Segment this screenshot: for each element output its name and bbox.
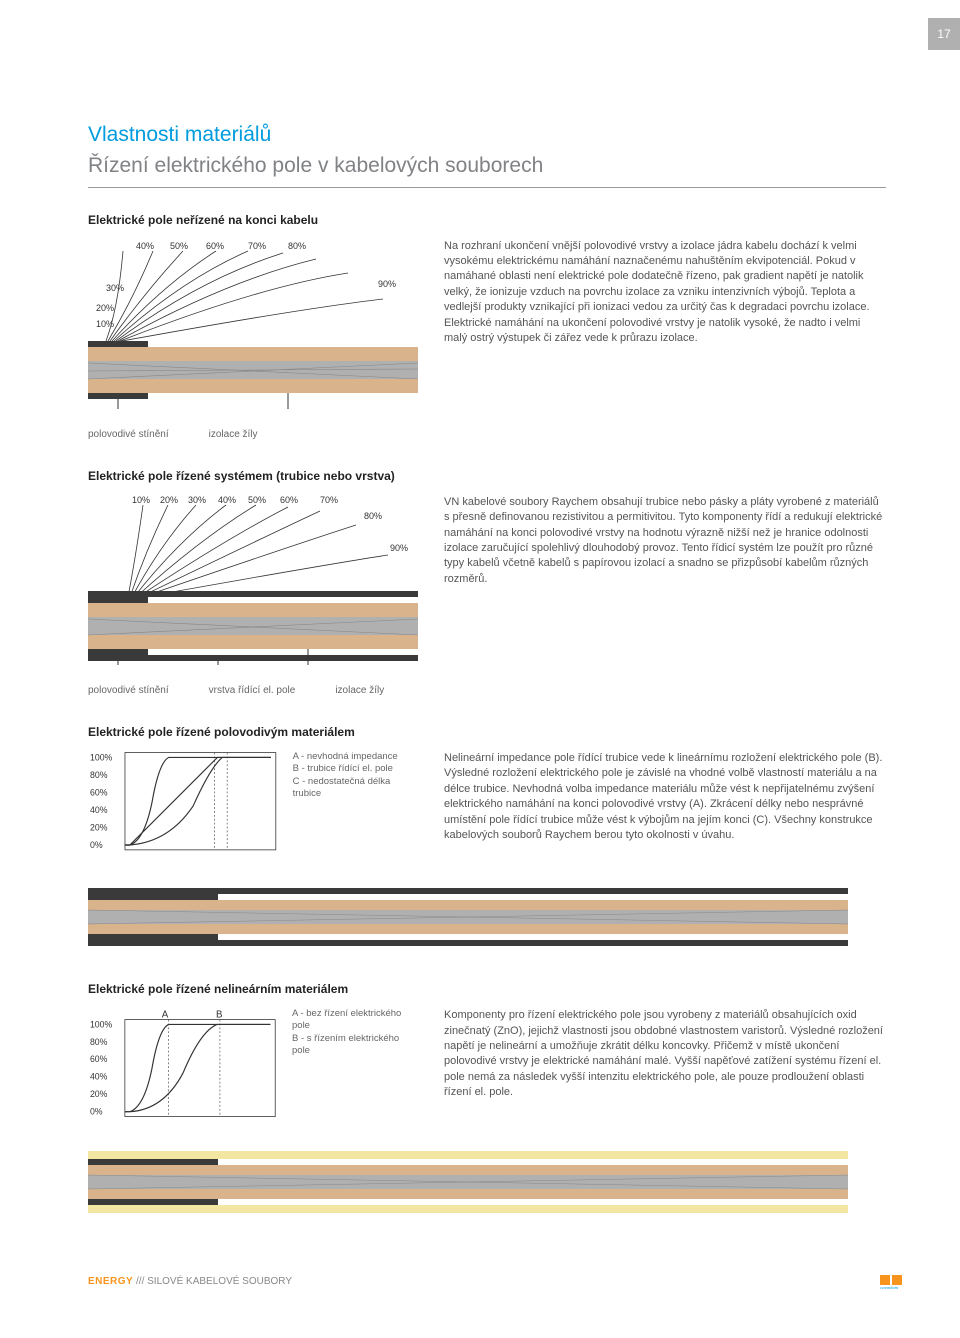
page-number: 17 bbox=[928, 18, 960, 50]
page-content: Vlastnosti materiálů Řízení elektrického… bbox=[0, 0, 960, 1309]
svg-text:90%: 90% bbox=[390, 543, 408, 553]
legend-a: A - bez řízení elektrického pole bbox=[292, 1008, 418, 1033]
svg-text:60%: 60% bbox=[280, 495, 298, 505]
heading-line1: Vlastnosti materiálů bbox=[88, 120, 886, 149]
sec1-body: Na rozhraní ukončení vnější polovodivé v… bbox=[444, 239, 886, 347]
heading-rule bbox=[88, 187, 886, 188]
svg-text:60%: 60% bbox=[90, 787, 108, 797]
svg-text:0%: 0% bbox=[90, 1107, 103, 1117]
sec3-chart-legend: A - nevhodná impedance B - trubice řídíc… bbox=[293, 751, 418, 800]
footer-sep: /// bbox=[133, 1276, 147, 1287]
svg-text:50%: 50% bbox=[248, 495, 266, 505]
svg-text:B: B bbox=[216, 1010, 222, 1021]
section-semicon-material: Elektrické pole řízené polovodivým mater… bbox=[88, 724, 886, 955]
svg-text:C: C bbox=[230, 751, 237, 754]
sec4-chart: 100% 80% 60% 40% 20% 0% A B bbox=[88, 1008, 282, 1133]
svg-text:20%: 20% bbox=[96, 303, 114, 313]
svg-text:100%: 100% bbox=[90, 1019, 113, 1029]
sec2-title: Elektrické pole řízené systémem (trubice… bbox=[88, 468, 886, 485]
page-footer: ENERGY /// SILOVÉ KABELOVÉ SOUBORY conne… bbox=[88, 1275, 920, 1289]
svg-text:70%: 70% bbox=[248, 241, 266, 251]
heading-line2: Řízení elektrického pole v kabelových so… bbox=[88, 151, 886, 180]
svg-text:40%: 40% bbox=[218, 495, 236, 505]
legend-c: C - nedostatečná délka trubice bbox=[293, 776, 418, 801]
legend-a: A - nevhodná impedance bbox=[293, 751, 418, 763]
footer-brand2: SILOVÉ KABELOVÉ SOUBORY bbox=[147, 1276, 292, 1287]
sec3-body: Nelineární impedance pole řídící trubice… bbox=[444, 751, 886, 843]
sec4-chart-legend: A - bez řízení elektrického pole B - s ř… bbox=[292, 1008, 418, 1057]
sec3-cable bbox=[88, 880, 848, 950]
section-nonlinear-material: Elektrické pole řízené nelineárním mater… bbox=[88, 981, 886, 1222]
svg-text:10%: 10% bbox=[96, 319, 114, 329]
legend-b: B - trubice řídící el. pole bbox=[293, 763, 418, 775]
svg-text:30%: 30% bbox=[106, 283, 124, 293]
svg-text:0%: 0% bbox=[90, 840, 103, 850]
svg-text:40%: 40% bbox=[90, 1072, 108, 1082]
sec2-label-b: vrstva řídící el. pole bbox=[209, 684, 296, 698]
svg-text:80%: 80% bbox=[288, 241, 306, 251]
svg-text:100%: 100% bbox=[90, 752, 113, 762]
section-tube-layer: Elektrické pole řízené systémem (trubice… bbox=[88, 468, 886, 698]
sec2-label-c: izolace žíly bbox=[335, 684, 384, 698]
sec3-chart: 100% 80% 60% 40% 20% 0% A B bbox=[88, 751, 283, 866]
svg-text:20%: 20% bbox=[160, 495, 178, 505]
sec2-body: VN kabelové soubory Raychem obsahují tru… bbox=[444, 495, 886, 587]
footer-brand-energy: ENERGY bbox=[88, 1276, 133, 1287]
section-unmanaged-field: Elektrické pole neřízené na konci kabelu bbox=[88, 212, 886, 442]
svg-text:90%: 90% bbox=[378, 279, 396, 289]
svg-text:B: B bbox=[211, 751, 217, 754]
svg-text:80%: 80% bbox=[90, 770, 108, 780]
svg-text:70%: 70% bbox=[320, 495, 338, 505]
svg-text:60%: 60% bbox=[90, 1054, 108, 1064]
sec1-label-semicon: polovodivé stínění bbox=[88, 428, 169, 442]
svg-text:80%: 80% bbox=[90, 1037, 108, 1047]
sec1-label-insulation: izolace žíly bbox=[209, 428, 258, 442]
svg-text:20%: 20% bbox=[90, 1089, 108, 1099]
sec3-title: Elektrické pole řízené polovodivým mater… bbox=[88, 724, 886, 741]
svg-text:20%: 20% bbox=[90, 822, 108, 832]
sec1-labels: polovodivé stínění izolace žíly bbox=[88, 428, 418, 442]
svg-text:50%: 50% bbox=[170, 241, 188, 251]
sec2-label-a: polovodivé stínění bbox=[88, 684, 169, 698]
footer-text: ENERGY /// SILOVÉ KABELOVÉ SOUBORY bbox=[88, 1275, 292, 1289]
sec2-diagram: 10% 20% 30% 40% 50% 60% 70% 80% 90% bbox=[88, 495, 418, 665]
svg-text:10%: 10% bbox=[132, 495, 150, 505]
sec2-labels: polovodivé stínění vrstva řídící el. pol… bbox=[88, 684, 418, 698]
legend-b: B - s řízením elektrického pole bbox=[292, 1033, 418, 1058]
sec4-body: Komponenty pro řízení elektrického pole … bbox=[444, 1008, 886, 1100]
sec1-diagram: 10% 20% 30% 40% 50% 60% 70% 80% 90% bbox=[88, 239, 418, 409]
svg-text:40%: 40% bbox=[136, 241, 154, 251]
svg-text:60%: 60% bbox=[206, 241, 224, 251]
svg-text:40%: 40% bbox=[90, 805, 108, 815]
svg-text:A: A bbox=[166, 751, 173, 754]
sec4-title: Elektrické pole řízené nelineárním mater… bbox=[88, 981, 886, 998]
sec4-cable bbox=[88, 1147, 848, 1217]
svg-text:80%: 80% bbox=[364, 511, 382, 521]
svg-text:A: A bbox=[162, 1010, 169, 1021]
te-logo-icon: connectivity bbox=[880, 1275, 920, 1289]
svg-text:connectivity: connectivity bbox=[880, 1286, 899, 1289]
sec1-title: Elektrické pole neřízené na konci kabelu bbox=[88, 212, 886, 229]
svg-text:30%: 30% bbox=[188, 495, 206, 505]
